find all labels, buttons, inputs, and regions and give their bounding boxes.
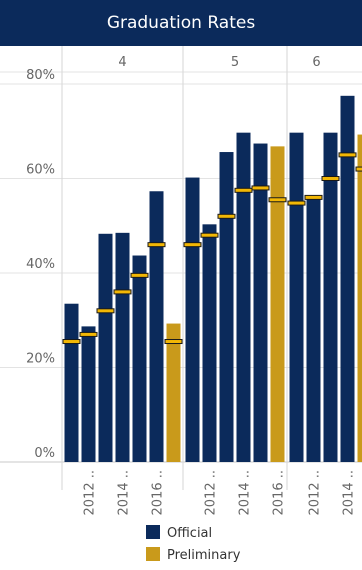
x-tick-label: 2012 .. xyxy=(83,470,98,515)
bars xyxy=(64,95,362,463)
bar xyxy=(323,132,338,463)
reference-marker xyxy=(217,213,236,219)
reference-marker xyxy=(96,308,115,314)
x-axis-ticks: 2012 .. 2014 .. 2016 .. 2012 .. 2014 .. 2016 … xyxy=(83,470,357,515)
group-separators xyxy=(61,46,288,490)
group-header-label: 4 xyxy=(118,55,126,70)
legend-label-official: Official xyxy=(167,526,213,541)
bar xyxy=(98,233,113,462)
bar xyxy=(270,146,285,462)
bar xyxy=(219,152,234,463)
legend-swatch-preliminary xyxy=(146,547,160,561)
reference-marker xyxy=(287,200,306,206)
bar xyxy=(166,323,181,462)
bar xyxy=(81,326,96,462)
bar xyxy=(340,95,355,462)
y-tick-label: 20% xyxy=(26,352,55,367)
x-tick-label: 2016 .. xyxy=(272,470,287,515)
bar xyxy=(236,132,251,463)
chart-title: Graduation Rates xyxy=(106,13,256,33)
reference-marker xyxy=(268,197,287,203)
y-tick-label: 40% xyxy=(26,257,55,272)
reference-marker xyxy=(251,185,270,191)
reference-marker xyxy=(338,152,357,158)
x-tick-label: 2014 .. xyxy=(117,470,132,515)
group-header-label: 6 xyxy=(312,55,320,70)
reference-marker xyxy=(164,339,183,345)
reference-marker xyxy=(321,176,340,181)
group-headers: 4 5 6 xyxy=(118,55,320,70)
bar xyxy=(115,232,130,462)
reference-marker xyxy=(183,242,202,248)
legend-swatch-official xyxy=(146,525,160,539)
reference-marker xyxy=(200,232,219,238)
reference-marker xyxy=(62,339,81,345)
x-tick-label: 2016 .. xyxy=(151,470,166,515)
legend-item-preliminary: Preliminary xyxy=(146,547,240,563)
bar xyxy=(306,195,321,462)
bar xyxy=(132,255,147,462)
y-tick-label: 80% xyxy=(26,68,55,83)
x-tick-label: 2012 .. xyxy=(204,470,219,515)
bar xyxy=(253,143,268,462)
reference-marker xyxy=(355,166,362,172)
y-tick-label: 60% xyxy=(26,163,55,178)
title-bar: Graduation Rates xyxy=(0,0,362,46)
reference-marker xyxy=(113,289,132,295)
reference-marker xyxy=(79,331,98,337)
reference-marker xyxy=(130,272,149,278)
legend-label-preliminary: Preliminary xyxy=(167,548,241,563)
y-tick-label: 0% xyxy=(34,446,55,461)
x-tick-label: 2012 .. xyxy=(308,470,323,515)
bar xyxy=(64,303,79,462)
y-axis-ticks: 0% 20% 40% 60% 80% xyxy=(26,68,55,461)
reference-marker xyxy=(304,194,323,200)
reference-marker xyxy=(147,242,166,248)
group-header-label: 5 xyxy=(231,55,239,70)
reference-marker xyxy=(234,187,253,193)
bar xyxy=(357,134,362,462)
x-tick-label: 2014 .. xyxy=(238,470,253,515)
bar xyxy=(289,132,304,463)
legend-item-official: Official xyxy=(146,525,212,541)
bar xyxy=(202,224,217,462)
bar xyxy=(149,191,164,462)
reference-markers xyxy=(62,152,362,345)
bar xyxy=(185,177,200,462)
x-tick-label: 2014 .. xyxy=(342,470,357,515)
